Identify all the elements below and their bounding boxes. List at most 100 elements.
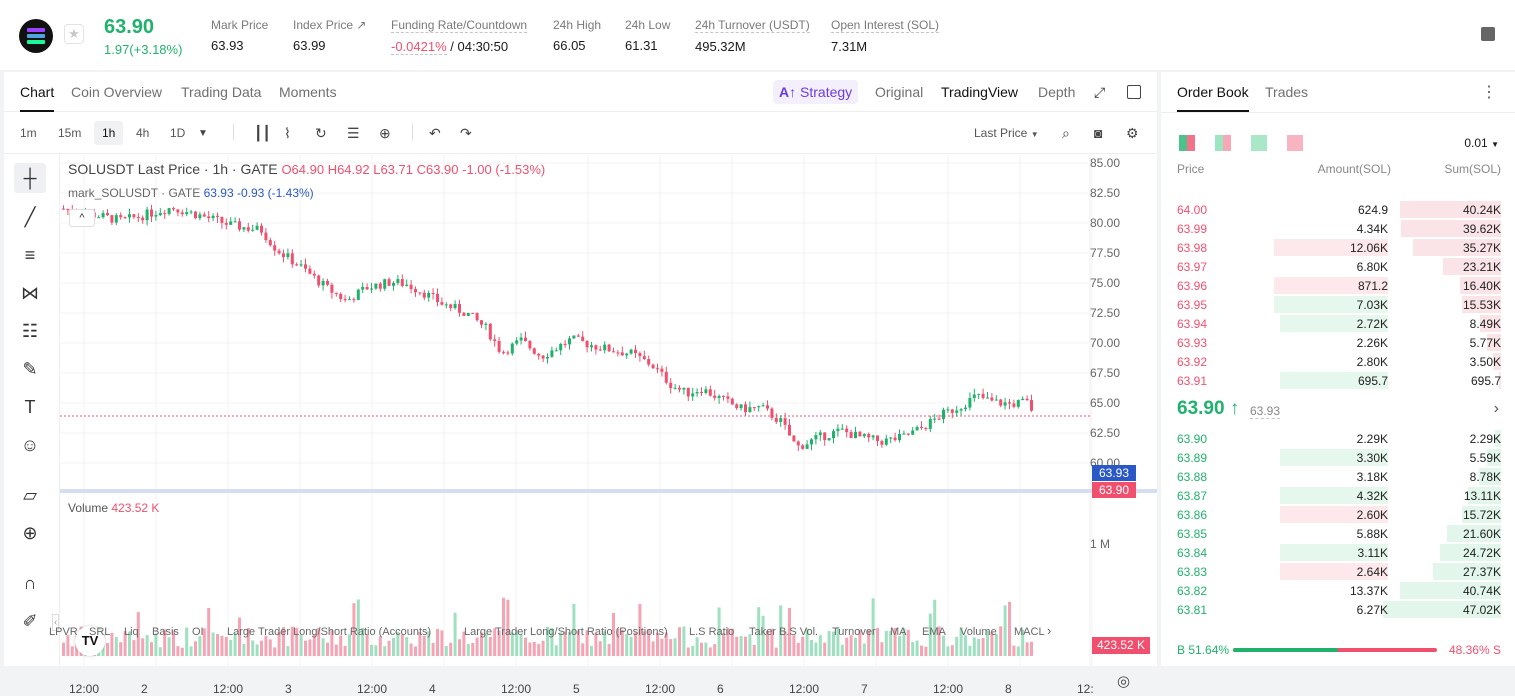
fib-icon[interactable]: ☷	[21, 321, 39, 341]
bid-row[interactable]: 63.85 5.88K 21.60K	[1161, 524, 1515, 543]
favorite-star-icon[interactable]: ★	[64, 24, 84, 44]
add-indicator-icon[interactable]: ⊕	[379, 125, 391, 141]
tab-chart[interactable]: Chart	[20, 84, 55, 112]
indicator-item[interactable]: MA	[890, 626, 907, 638]
strategy-button[interactable]: A↑ Strategy	[773, 80, 859, 104]
bid-row[interactable]: 63.90 2.29K 2.29K	[1161, 429, 1515, 448]
interval-1h[interactable]: 1h	[94, 121, 124, 145]
indicator-item[interactable]: Large Trader Long/Short Ratio (Accounts)	[227, 626, 432, 638]
pattern-icon[interactable]: ⋈	[21, 283, 39, 303]
interval-dropdown-icon[interactable]: ▼	[198, 128, 208, 139]
tab-trading-data[interactable]: Trading Data	[181, 84, 262, 100]
template-icon[interactable]: ☰	[347, 125, 360, 141]
indicator-item[interactable]: EMA	[922, 626, 946, 638]
price-type-select[interactable]: Last Price ▼	[974, 126, 1039, 140]
candle-body	[453, 304, 457, 309]
tab-original[interactable]: Original	[875, 84, 924, 100]
chevron-right-icon[interactable]: ›	[1493, 400, 1499, 417]
row-amount: 3.18K	[1356, 470, 1388, 484]
indicator-item[interactable]: Large Trader Long/Short Ratio (Positions…	[464, 626, 668, 638]
replay-icon[interactable]: ↻	[315, 125, 327, 141]
tab-moments[interactable]: Moments	[279, 84, 337, 100]
search-icon[interactable]: ⌕	[1062, 125, 1070, 141]
interval-1m[interactable]: 1m	[20, 126, 37, 140]
fullscreen-icon[interactable]: ⤢	[1094, 84, 1106, 100]
tab-depth[interactable]: Depth	[1038, 84, 1076, 100]
bid-row[interactable]: 63.82 13.37K 40.74K	[1161, 581, 1515, 600]
view-mixed-icon[interactable]	[1215, 135, 1231, 151]
view-asks-icon[interactable]	[1287, 135, 1303, 151]
ask-row[interactable]: 63.94 2.72K 8.49K	[1161, 314, 1515, 333]
ask-row[interactable]: 63.99 4.34K 39.62K	[1161, 219, 1515, 238]
hlines-icon[interactable]: ≡	[24, 245, 36, 265]
settings-icon[interactable]: ◎	[1117, 673, 1131, 690]
tab-tradingview[interactable]: TradingView	[941, 84, 1019, 100]
collapse-legend-button[interactable]: ^	[69, 209, 95, 227]
brush-icon[interactable]: ✎	[22, 359, 38, 379]
ask-row[interactable]: 64.00 624.9 40.24K	[1161, 200, 1515, 219]
indicator-item[interactable]: SRL	[89, 626, 111, 638]
tradingview-logo[interactable]: TV	[75, 626, 105, 656]
ask-row[interactable]: 63.98 12.06K 35.27K	[1161, 238, 1515, 257]
crosshair-icon[interactable]: ┼	[14, 163, 46, 193]
gear-icon[interactable]: ⚙	[1126, 125, 1139, 141]
ask-row[interactable]: 63.96 871.2 16.40K	[1161, 276, 1515, 295]
indicator-item[interactable]: OI	[192, 626, 204, 638]
pencil-lock-icon[interactable]: ✐	[22, 611, 38, 631]
ask-row[interactable]: 63.93 2.26K 5.77K	[1161, 333, 1515, 352]
ask-row[interactable]: 63.97 6.80K 23.21K	[1161, 257, 1515, 276]
zoom-icon[interactable]: ⊕	[22, 523, 38, 543]
indicator-item[interactable]: Turnover	[832, 626, 876, 638]
indicator-item[interactable]: L.S Ratio	[689, 626, 735, 638]
tab-order-book[interactable]: Order Book	[1177, 84, 1249, 112]
undo-icon[interactable]: ↶	[429, 125, 441, 141]
tab-trades[interactable]: Trades	[1265, 84, 1309, 100]
bid-row[interactable]: 63.88 3.18K 8.78K	[1161, 467, 1515, 486]
more-icon[interactable]: ⋮	[1481, 84, 1497, 101]
collapse-toolbar-icon[interactable]: ‹	[52, 614, 60, 631]
chevron-right-icon[interactable]: ›	[1047, 623, 1052, 638]
bid-row[interactable]: 63.84 3.11K 24.72K	[1161, 543, 1515, 562]
view-bids-icon[interactable]	[1251, 135, 1267, 151]
indicator-item[interactable]: LPVR	[49, 626, 78, 638]
index-price-stat[interactable]: Index Price ↗ 63.99	[293, 18, 366, 53]
indicators-icon[interactable]: ⌇	[284, 125, 291, 141]
ask-row[interactable]: 63.95 7.03K 15.53K	[1161, 295, 1515, 314]
interval-1d[interactable]: 1D	[170, 126, 186, 140]
precision-select[interactable]: 0.01 ▼	[1464, 136, 1499, 150]
magnet-icon[interactable]: ∩	[23, 573, 37, 593]
indicator-item[interactable]: MACL	[1014, 626, 1045, 638]
view-both-icon[interactable]	[1179, 135, 1195, 151]
bid-row[interactable]: 63.87 4.32K 13.11K	[1161, 486, 1515, 505]
volume-bar	[682, 626, 686, 656]
interval-4h[interactable]: 4h	[136, 126, 150, 140]
bid-row[interactable]: 63.81 6.27K 47.02K	[1161, 600, 1515, 619]
bid-row[interactable]: 63.89 3.30K 5.59K	[1161, 448, 1515, 467]
ask-row[interactable]: 63.91 695.7 695.7	[1161, 371, 1515, 390]
volume-bar	[220, 635, 224, 656]
volume-legend: Volume 423.52 K	[68, 501, 159, 515]
interval-15m[interactable]: 15m	[58, 126, 82, 140]
indicator-item[interactable]: Liq	[124, 626, 139, 638]
emoji-icon[interactable]: ☺	[20, 435, 40, 455]
book-icon[interactable]	[1481, 27, 1495, 41]
camera-icon[interactable]: ◙	[1094, 125, 1103, 141]
candle-body	[779, 418, 783, 422]
indicator-item[interactable]: Taker B.S Vol.	[749, 626, 819, 638]
volume-bar	[722, 633, 725, 656]
candle-body	[889, 437, 893, 439]
text-icon[interactable]: T	[24, 397, 36, 417]
indicator-item[interactable]: Basis	[152, 626, 179, 638]
window-icon[interactable]	[1127, 85, 1141, 99]
bid-row[interactable]: 63.86 2.60K 15.72K	[1161, 505, 1515, 524]
ask-row[interactable]: 63.92 2.80K 3.50K	[1161, 352, 1515, 371]
bid-row[interactable]: 63.83 2.64K 27.37K	[1161, 562, 1515, 581]
volume-bar	[282, 627, 285, 656]
indicator-item[interactable]: Volume	[960, 626, 997, 638]
candle-type-icon[interactable]: ┃┃	[254, 125, 271, 141]
redo-icon[interactable]: ↷	[460, 125, 472, 141]
price-chart[interactable]: SOLUSDT Last Price · 1h · GATE O64.90 H6…	[52, 154, 1157, 696]
tab-coin-overview[interactable]: Coin Overview	[71, 84, 163, 100]
ruler-icon[interactable]: ▱	[23, 485, 37, 505]
trendline-icon[interactable]: ╱	[24, 207, 36, 227]
